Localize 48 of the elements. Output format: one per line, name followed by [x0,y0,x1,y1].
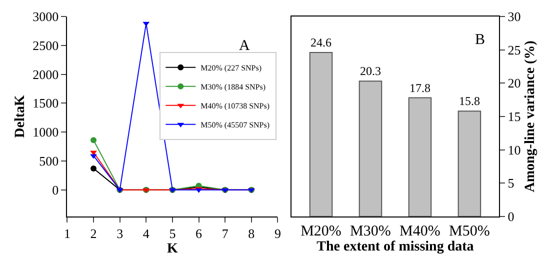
y-tick-label: 0 [52,182,59,198]
bar [408,97,432,216]
x-tick-label: M50% [449,223,490,240]
y-tick-label: 3000 [32,9,59,24]
x-tick-label: 4 [142,226,150,242]
bar [309,52,333,216]
legend-label: M40% (10738 SNPs) [200,101,270,110]
x-tick-label: 7 [222,226,229,242]
y-tick-label: 500 [39,153,59,168]
y-tick-label: 2500 [32,38,59,53]
annotation: A [239,38,250,54]
legend-label: M30% (1884 SNPs) [200,82,266,92]
y-tick-label: 1500 [32,96,59,111]
bar [458,110,482,216]
y-axis-title: DeltaK [13,94,28,138]
x-axis-title: K [167,241,178,256]
data-label: 17.8 [409,80,430,95]
x-axis-title: The extent of missing data [316,240,474,255]
y-tick-label: 20 [508,76,521,91]
x-tick-label: M20% [300,223,342,240]
point [90,154,97,159]
legend-label: M50% (45507 SNPs) [200,120,270,130]
x-tick-label: 5 [169,226,176,242]
data-label: 15.8 [458,94,480,108]
y-tick-label: 1000 [32,124,59,140]
x-tick-label: 8 [248,226,255,242]
bar [358,80,382,216]
x-tick-label: 1 [64,226,70,242]
y-tick-label: 5 [508,176,514,191]
x-tick-label: 6 [196,226,203,242]
y-tick-label: 25 [508,42,521,58]
legend-label: M20% (227 SNPs) [200,63,262,72]
x-tick-label: M40% [400,223,440,240]
y-tick-label: 15 [508,108,521,124]
point [90,165,97,172]
y-tick-label: 0 [508,208,514,224]
data-label: 20.3 [360,64,381,78]
y-tick-label: 30 [508,9,521,24]
x-tick-label: M30% [350,223,391,240]
y-tick-label: 10 [508,142,521,158]
y-axis-title: Among-line variance (%) [523,40,538,192]
data-label: 24.6 [310,35,332,50]
point [90,137,97,144]
x-tick-label: 9 [274,226,281,242]
x-tick-label: 3 [116,226,124,242]
x-tick-label: 2 [90,226,97,242]
annotation: B [475,32,486,48]
y-tick-label: 2000 [32,66,59,82]
